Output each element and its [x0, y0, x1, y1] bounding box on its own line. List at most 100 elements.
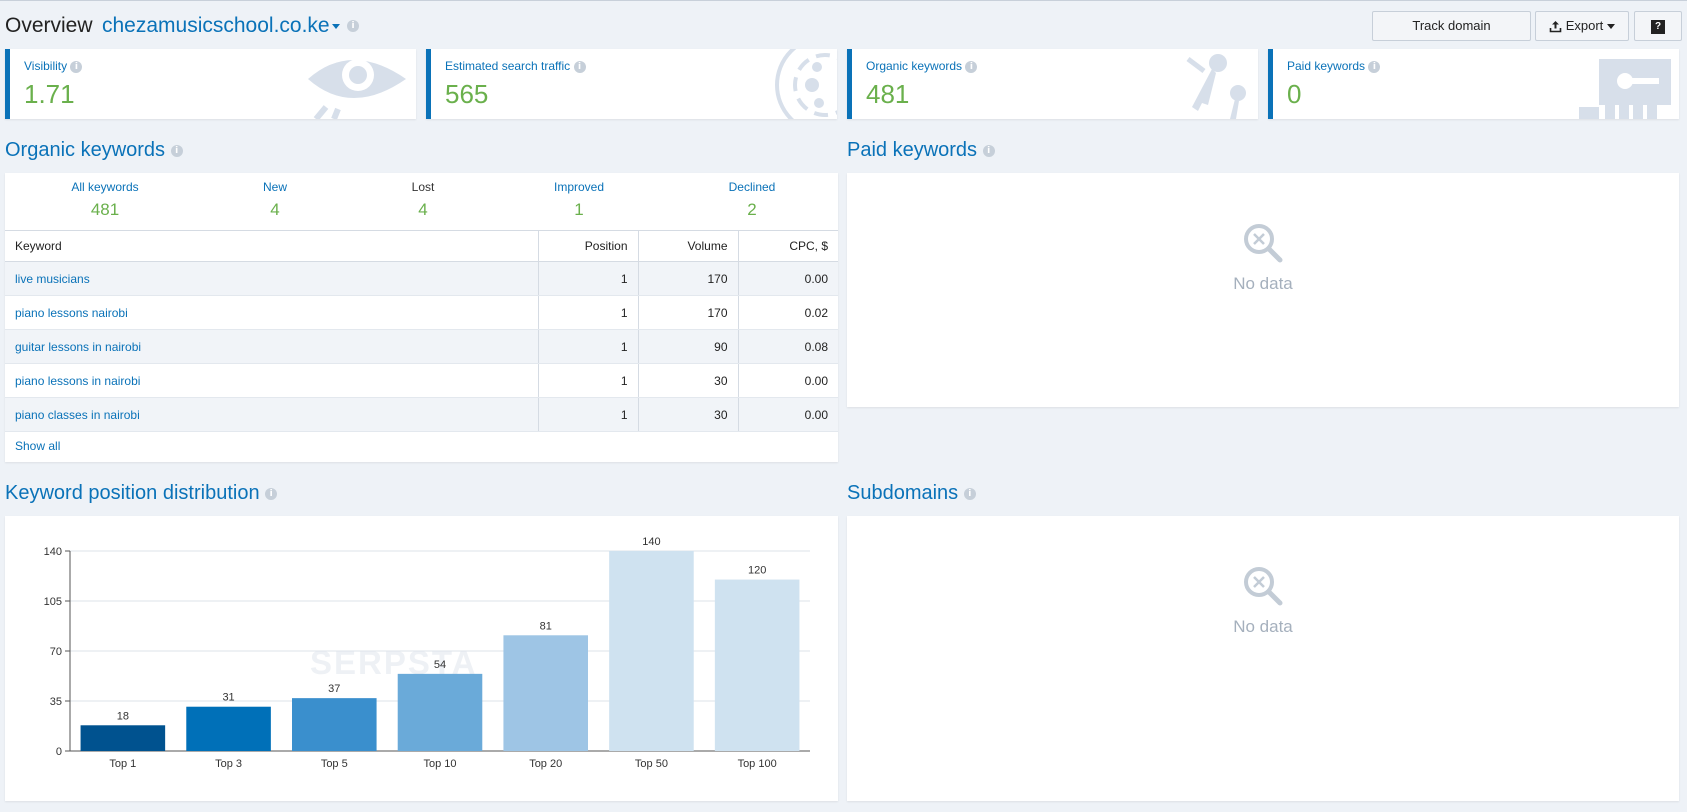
position-cell: 1 — [538, 329, 639, 364]
position-distribution-chart: 0 35 70 105 140 18 Top 1 31 Top 3 37 Top 5 54 Top 10… — [44, 536, 810, 770]
stat-improved[interactable]: Improved 1 — [553, 180, 605, 219]
search-no-results-icon — [1244, 224, 1283, 263]
cpc-cell: 0.02 — [738, 295, 838, 330]
card-value: 1.71 — [24, 79, 75, 109]
column-header-position[interactable]: Position — [538, 230, 639, 262]
position-cell: 1 — [538, 261, 639, 296]
paid-keywords-panel: No data — [847, 173, 1679, 407]
export-button[interactable]: Export — [1535, 11, 1629, 41]
card-value: 481 — [866, 79, 910, 109]
table-row: live musicians 1 170 0.00 — [5, 261, 838, 296]
keyword-stats: All keywords 481 New 4 Lost 4 Improved 1… — [5, 173, 838, 230]
info-icon[interactable]: i — [963, 487, 976, 500]
traffic-icon — [775, 49, 837, 119]
keyword-link[interactable]: guitar lessons in nairobi — [5, 329, 539, 364]
stat-lost: Lost 4 — [411, 180, 435, 219]
key-card-icon — [1579, 59, 1671, 119]
distribution-panel: SERPSTA 0 35 70 105 140 18 Top 1 31 Top 3 37 Top 5… — [5, 516, 838, 801]
table-row: piano classes in nairobi 1 30 0.00 — [5, 397, 838, 432]
y-tick-label: 70 — [50, 646, 62, 658]
info-icon[interactable]: i — [1368, 60, 1381, 73]
organic-keywords-panel: All keywords 481 New 4 Lost 4 Improved 1… — [5, 173, 838, 462]
keys-icon — [1186, 54, 1246, 119]
help-icon: ? — [1651, 19, 1665, 34]
bar — [714, 579, 800, 751]
info-icon[interactable]: i — [347, 20, 359, 32]
volume-cell: 30 — [638, 363, 739, 398]
y-tick-label: 140 — [44, 546, 62, 558]
bar — [186, 706, 271, 751]
bar — [609, 551, 694, 751]
info-icon[interactable]: i — [573, 60, 586, 73]
show-all-link[interactable]: Show all — [15, 439, 61, 453]
info-icon[interactable]: i — [982, 144, 995, 157]
x-tick-label: Top 50 — [635, 758, 668, 770]
bar-value-label: 18 — [117, 710, 129, 722]
volume-cell: 170 — [638, 295, 739, 330]
volume-cell: 90 — [638, 329, 739, 364]
y-tick-label: 35 — [50, 696, 62, 708]
card-label: Visibility i — [24, 59, 83, 73]
card-label: Estimated search traffic i — [445, 59, 586, 73]
bar-value-label: 37 — [328, 683, 340, 695]
table-row: piano lessons in nairobi 1 30 0.00 — [5, 363, 838, 398]
x-tick-label: Top 100 — [738, 758, 777, 770]
subdomains-panel: No data — [847, 516, 1679, 801]
volume-cell: 30 — [638, 397, 739, 432]
column-header-volume[interactable]: Volume — [638, 230, 739, 262]
card-label: Organic keywords i — [866, 59, 978, 73]
keyword-link[interactable]: piano lessons in nairobi — [5, 363, 539, 398]
cpc-cell: 0.00 — [738, 397, 838, 432]
column-header-keyword[interactable]: Keyword — [5, 230, 539, 262]
x-tick-label: Top 5 — [321, 758, 348, 770]
search-no-results-icon — [1244, 567, 1283, 606]
x-tick-label: Top 20 — [529, 758, 562, 770]
position-cell: 1 — [538, 397, 639, 432]
no-data-text: No data — [1233, 617, 1293, 636]
volume-cell: 170 — [638, 261, 739, 296]
x-tick-label: Top 1 — [109, 758, 136, 770]
domain-selector[interactable]: chezamusicschool.co.ke — [102, 14, 340, 38]
card-label: Paid keywords i — [1287, 59, 1381, 73]
page-title: Overview — [5, 14, 93, 37]
keyword-link[interactable]: live musicians — [5, 261, 539, 296]
stat-new[interactable]: New 4 — [262, 180, 287, 219]
bar — [292, 698, 377, 751]
stat-declined[interactable]: Declined 2 — [728, 180, 776, 219]
y-tick-label: 105 — [44, 596, 62, 608]
export-label: Export — [1565, 18, 1604, 33]
bar-value-label: 140 — [642, 536, 660, 548]
x-tick-label: Top 10 — [423, 758, 456, 770]
paid-keywords-card: Paid keywords i 0 — [1268, 49, 1679, 119]
subdomains-title: Subdomains i — [847, 482, 976, 505]
keyword-link[interactable]: piano classes in nairobi — [5, 397, 539, 432]
stat-all-keywords[interactable]: All keywords 481 — [71, 180, 139, 219]
table-row: piano lessons nairobi 1 170 0.02 — [5, 295, 838, 330]
paid-keywords-title: Paid keywords i — [847, 139, 995, 162]
keyword-link[interactable]: piano lessons nairobi — [5, 295, 539, 330]
empty-state: No data — [847, 566, 1679, 637]
cpc-cell: 0.00 — [738, 363, 838, 398]
info-icon[interactable]: i — [170, 144, 183, 157]
bar-value-label: 54 — [434, 659, 446, 671]
empty-state: No data — [847, 223, 1679, 294]
bar-value-label: 120 — [748, 565, 766, 577]
domain-name: chezamusicschool.co.ke — [102, 14, 330, 37]
table-row: guitar lessons in nairobi 1 90 0.08 — [5, 329, 838, 364]
info-icon[interactable]: i — [265, 487, 278, 500]
track-domain-button[interactable]: Track domain — [1372, 11, 1531, 41]
distribution-title: Keyword position distribution i — [5, 482, 278, 505]
bar-value-label: 31 — [222, 692, 234, 704]
visibility-card: Visibility i 1.71 — [5, 49, 416, 119]
eye-icon — [308, 59, 406, 119]
bar-value-label: 81 — [540, 620, 552, 632]
chevron-down-icon — [331, 23, 340, 29]
help-button[interactable]: ? — [1634, 11, 1682, 41]
card-value: 565 — [445, 79, 489, 109]
keywords-table: Keyword Position Volume CPC, $ live musi… — [5, 230, 838, 432]
info-icon[interactable]: i — [70, 60, 83, 73]
organic-keywords-title: Organic keywords i — [5, 139, 183, 162]
info-icon[interactable]: i — [965, 60, 978, 73]
y-tick-label: 0 — [56, 746, 62, 758]
column-header-cpc[interactable]: CPC, $ — [738, 230, 838, 262]
